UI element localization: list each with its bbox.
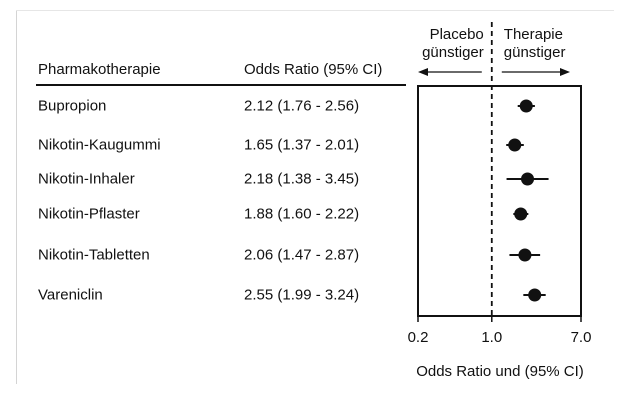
odds-ratio-value: 2.12 (1.76 - 2.56) <box>244 97 360 115</box>
arrow-right-head <box>560 68 570 76</box>
header-odds-ratio: Odds Ratio (95% CI) <box>244 61 383 78</box>
header-rule <box>36 84 406 86</box>
therapy-label: Vareniclin <box>38 286 103 304</box>
therapy-label: Nikotin-Inhaler <box>38 170 135 188</box>
header-therapy: Pharmakotherapie <box>38 61 161 78</box>
x-axis-label: Odds Ratio und (95% CI) <box>416 363 584 380</box>
therapy-label: Nikotin-Kaugummi <box>38 136 161 154</box>
x-tick-label: 1.0 <box>481 329 502 346</box>
odds-ratio-point <box>518 248 532 262</box>
odds-ratio-value: 1.88 (1.60 - 2.22) <box>244 205 360 223</box>
annotation-placebo-line1: Placebo <box>430 26 484 43</box>
odds-ratio-point <box>514 207 528 221</box>
therapy-label: Bupropion <box>38 97 107 115</box>
therapy-label: Nikotin-Pflaster <box>38 205 140 223</box>
x-tick-label: 7.0 <box>571 329 592 346</box>
odds-ratio-point <box>519 99 533 113</box>
therapy-label: Nikotin-Tabletten <box>38 246 150 264</box>
odds-ratio-value: 1.65 (1.37 - 2.01) <box>244 136 360 154</box>
plot-frame <box>417 85 582 317</box>
odds-ratio-value: 2.18 (1.38 - 3.45) <box>244 170 360 188</box>
annotation-placebo-line2: günstiger <box>422 44 484 61</box>
odds-ratio-value: 2.55 (1.99 - 3.24) <box>244 286 360 304</box>
annotation-therapie-line2: günstiger <box>504 44 566 61</box>
odds-ratio-point <box>528 288 542 302</box>
arrow-left-head <box>418 68 428 76</box>
frame-border-top <box>16 10 614 11</box>
frame-border-left <box>16 10 17 384</box>
x-tick-label: 0.2 <box>408 329 429 346</box>
odds-ratio-value: 2.06 (1.47 - 2.87) <box>244 246 360 264</box>
odds-ratio-point <box>521 172 535 186</box>
odds-ratio-point <box>508 138 522 152</box>
annotation-therapie-line1: Therapie <box>504 26 563 43</box>
